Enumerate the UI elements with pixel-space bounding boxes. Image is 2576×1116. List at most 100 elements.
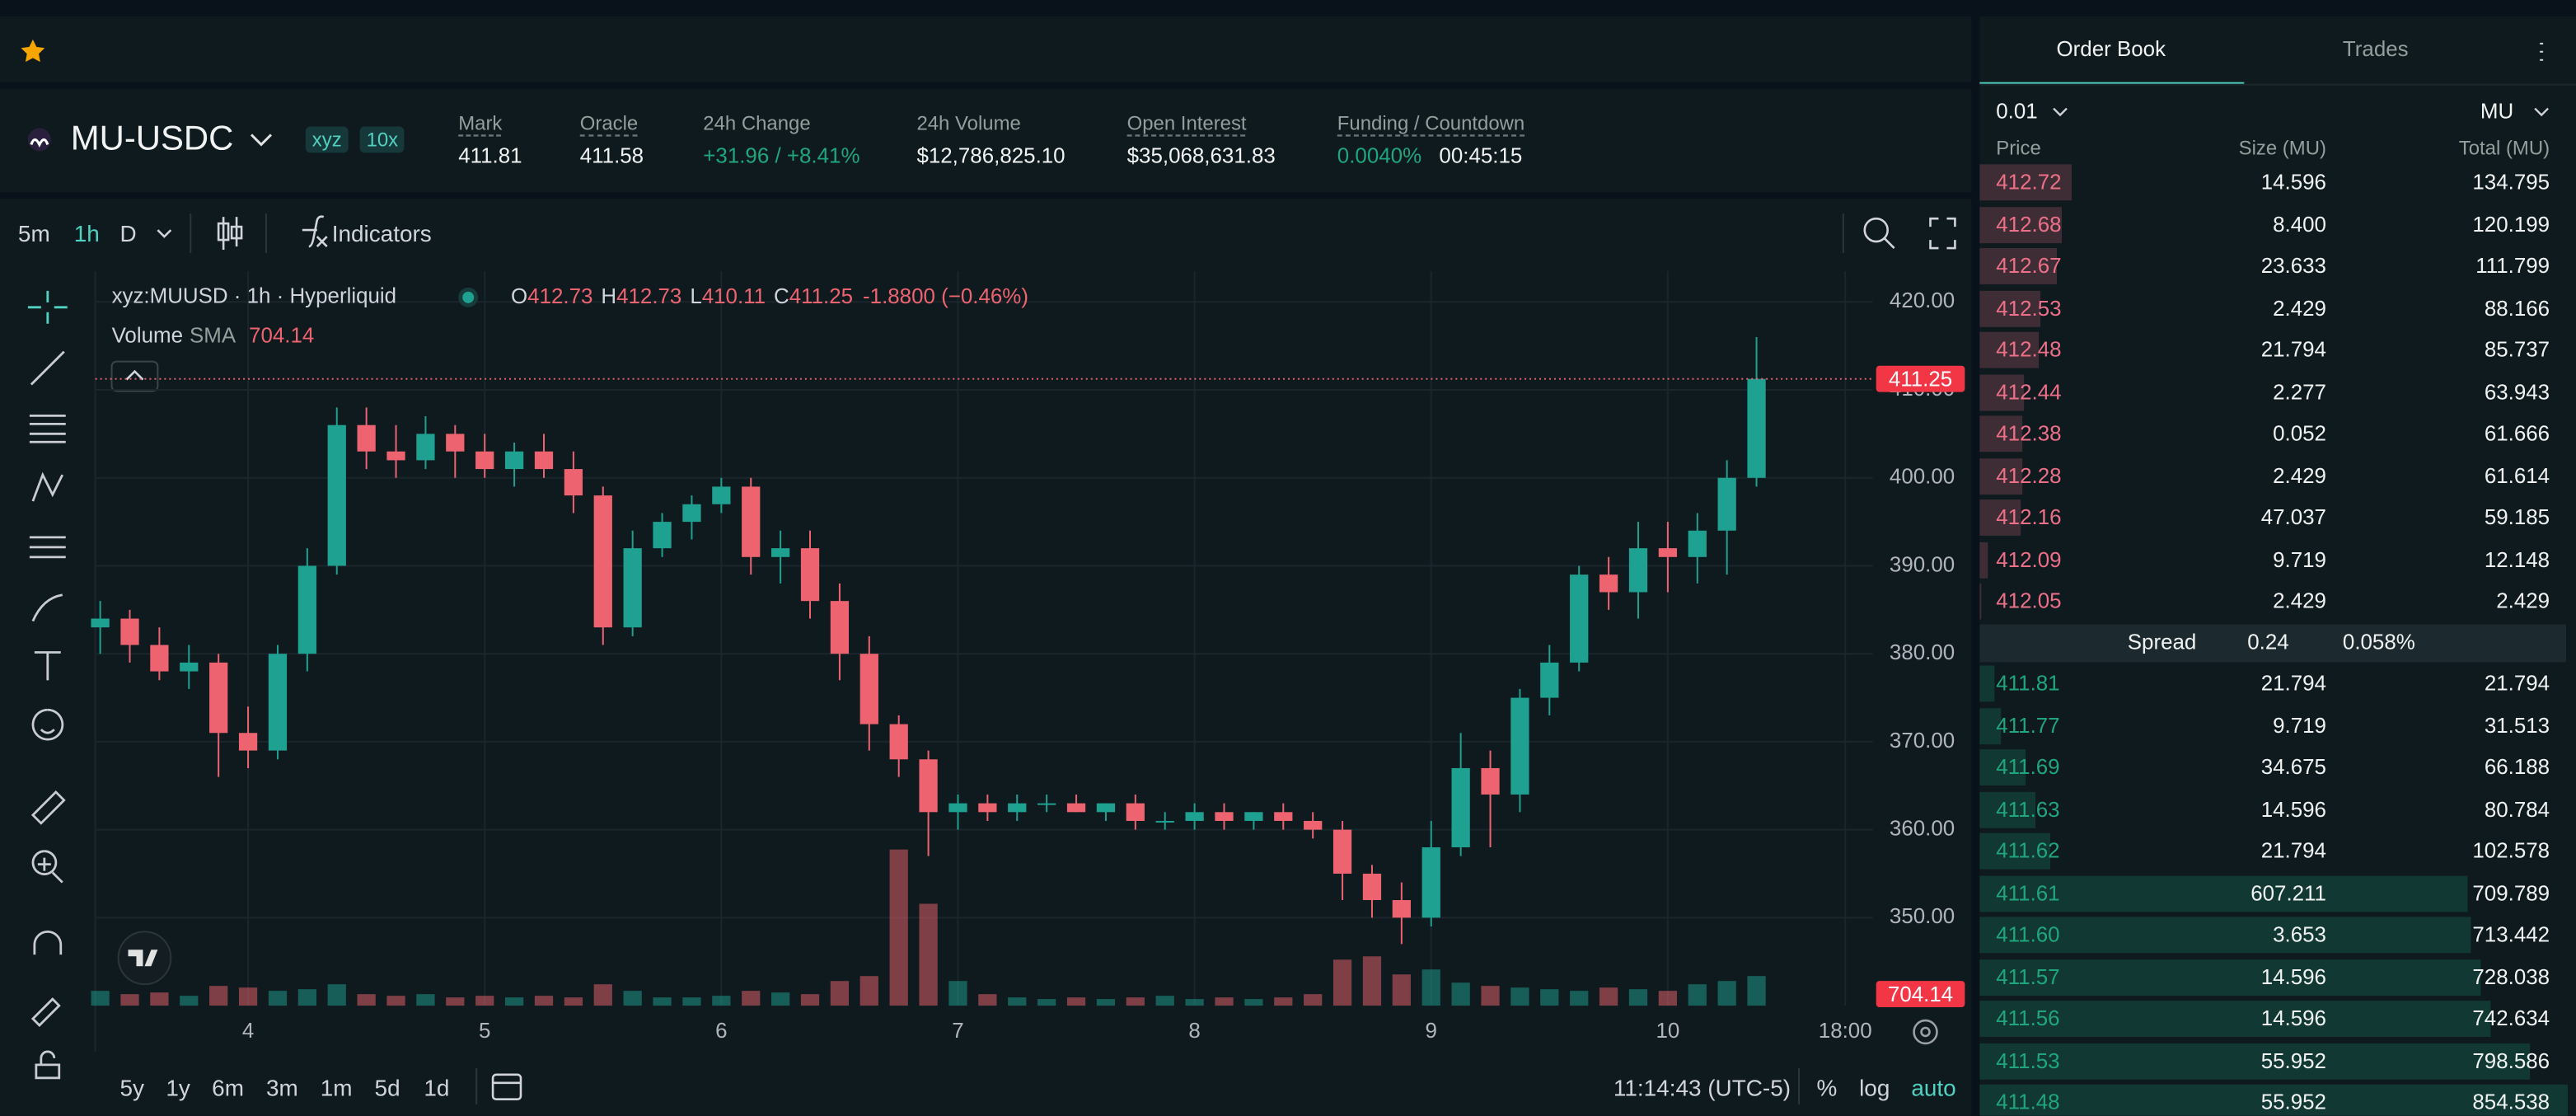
depth-bar	[1979, 790, 2035, 828]
price: 411.69	[1996, 754, 2060, 779]
candle-body	[1066, 803, 1086, 813]
drawing-tool[interactable]	[33, 930, 63, 955]
interval[interactable]: 5m	[17, 220, 50, 247]
size: 0.052	[2273, 420, 2326, 446]
total: 12.148	[2484, 546, 2550, 571]
drawing-tool[interactable]	[31, 593, 63, 622]
order-book-tab[interactable]: Order Book	[2056, 35, 2166, 61]
size: 607.211	[2250, 879, 2326, 905]
size: 14.596	[2260, 964, 2326, 989]
size: 9.719	[2273, 712, 2326, 738]
tool-icon	[30, 790, 66, 825]
drawing-tool[interactable]	[31, 850, 63, 884]
stat-label: Oracle	[579, 111, 639, 135]
range-button[interactable]: 5d	[374, 1074, 400, 1101]
order-book-tab[interactable]: Trades	[2342, 35, 2409, 61]
stat-value: $12,786,825.10	[916, 143, 1066, 168]
drawing-tool[interactable]	[30, 350, 65, 386]
tradingview-logo[interactable]	[117, 931, 172, 986]
candle-body	[268, 654, 288, 751]
range-button[interactable]: 6m	[212, 1074, 244, 1101]
candle-body	[150, 645, 169, 672]
drawing-tool[interactable]	[30, 997, 61, 1027]
indicators-button[interactable]: Indicators	[331, 220, 432, 247]
favorite-star[interactable]	[21, 39, 45, 63]
volume-bar	[1037, 999, 1056, 1006]
scale-option[interactable]: auto	[1911, 1074, 1956, 1101]
range-button[interactable]: 5y	[119, 1074, 145, 1101]
y-tick-label: 400.00	[1890, 466, 1955, 489]
zoom-icon[interactable]	[1863, 217, 1895, 249]
drawing-tool[interactable]	[27, 290, 68, 324]
volume-bar	[1658, 991, 1678, 1006]
chart-type-icon[interactable]	[217, 217, 243, 251]
size: 2.429	[2273, 588, 2326, 613]
candle-body	[1037, 803, 1056, 805]
fullscreen-icon[interactable]	[1929, 217, 1956, 250]
collapse-arrow	[125, 369, 144, 381]
tool-icon	[31, 593, 63, 622]
interval[interactable]: D	[119, 220, 137, 247]
drawing-tool[interactable]	[31, 708, 64, 741]
unit-dropdown[interactable]	[2534, 107, 2549, 117]
tab-divider	[1979, 83, 2576, 86]
volume-bar	[120, 994, 139, 1006]
range-button[interactable]: 1y	[166, 1074, 190, 1101]
drawing-tool[interactable]	[35, 1050, 61, 1080]
price: 412.38	[1996, 420, 2062, 446]
collapse-legend[interactable]	[110, 360, 159, 392]
interval[interactable]: 1h	[73, 220, 100, 247]
size: 14.596	[2260, 795, 2326, 821]
unit-select[interactable]: MU	[2480, 98, 2514, 124]
goto-date-icon[interactable]	[491, 1073, 522, 1101]
total: 102.578	[2472, 837, 2550, 863]
candle-body	[1688, 530, 1707, 557]
indicators-icon[interactable]	[302, 215, 328, 248]
price: 411.77	[1996, 712, 2060, 738]
scale-option[interactable]: log	[1859, 1074, 1890, 1101]
total: 31.513	[2484, 712, 2550, 738]
candle-body	[1096, 803, 1116, 813]
stat-countdown: 00:45:15	[1439, 143, 1523, 168]
volume-bar	[800, 994, 820, 1006]
drawing-tool[interactable]	[29, 414, 66, 443]
candle-body	[682, 504, 701, 523]
total: 66.188	[2484, 754, 2550, 779]
total: 111.799	[2475, 253, 2550, 278]
total: 85.737	[2484, 336, 2550, 362]
symbol-dropdown[interactable]	[250, 134, 273, 147]
volume-bar	[1688, 984, 1707, 1006]
drawing-tool[interactable]	[31, 471, 64, 502]
volume-bar	[1155, 996, 1174, 1006]
volume-bar	[682, 997, 701, 1006]
range-button[interactable]: 3m	[265, 1074, 298, 1101]
y-tick-label: 360.00	[1890, 817, 1955, 840]
depth-bar	[1979, 248, 2057, 284]
price: 412.48	[1996, 336, 2062, 362]
stat-value: 0.0040%	[1337, 143, 1422, 168]
total: 798.586	[2472, 1047, 2550, 1072]
scale-option[interactable]: %	[1816, 1074, 1838, 1101]
range-button[interactable]: 1m	[320, 1074, 353, 1101]
candle-body	[1244, 812, 1263, 821]
x-tick-label: 5	[479, 1020, 490, 1043]
drawing-tool[interactable]	[34, 651, 61, 681]
drawing-tool[interactable]	[29, 536, 66, 559]
tool-icon	[34, 651, 61, 681]
range-button[interactable]: 1d	[424, 1074, 450, 1101]
total: 120.199	[2472, 211, 2550, 237]
volume-bar	[712, 996, 731, 1006]
drawing-tool[interactable]	[30, 790, 66, 825]
last-price-label: 411.25	[1889, 368, 1952, 392]
volume-bar	[948, 981, 967, 1006]
interval-dropdown[interactable]	[157, 229, 172, 238]
tick-size[interactable]: 0.01	[1996, 98, 2038, 124]
size: 2.429	[2273, 462, 2326, 488]
tick-size-dropdown[interactable]	[2053, 107, 2068, 117]
volume-bar	[1126, 997, 1145, 1006]
candle-body	[742, 486, 761, 557]
price: 412.09	[1996, 546, 2062, 571]
candle-body	[653, 522, 672, 549]
chart-settings-icon[interactable]	[1913, 1019, 1938, 1045]
